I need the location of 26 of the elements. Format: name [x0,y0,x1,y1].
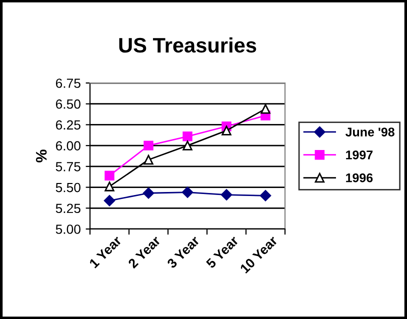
point [144,154,154,165]
legend-label: 1996 [346,173,373,182]
point [182,186,194,198]
legend-label: June '98 [345,128,394,136]
point [260,190,272,202]
y-tick-label: 5.75 [56,162,80,172]
point [182,132,192,142]
legend-label: 1997 [346,150,373,160]
point [104,170,114,180]
point [222,126,232,136]
y-tick-label: 6.00 [56,141,80,150]
point [144,140,154,150]
point [104,195,116,206]
y-tick-label: 5.50 [56,182,80,192]
chart-title: US Treasuries [119,37,256,53]
point [220,189,232,200]
y-axis-title: % [36,150,47,162]
point [260,104,270,114]
y-tick-label: 5.25 [56,204,80,214]
y-tick-label: 6.50 [56,99,80,109]
point [104,182,114,192]
point [182,140,192,150]
y-tick-label: 5.00 [56,224,80,234]
y-tick-label: 6.75 [56,78,80,88]
y-tick-label: 6.25 [56,120,80,130]
point [142,188,154,199]
